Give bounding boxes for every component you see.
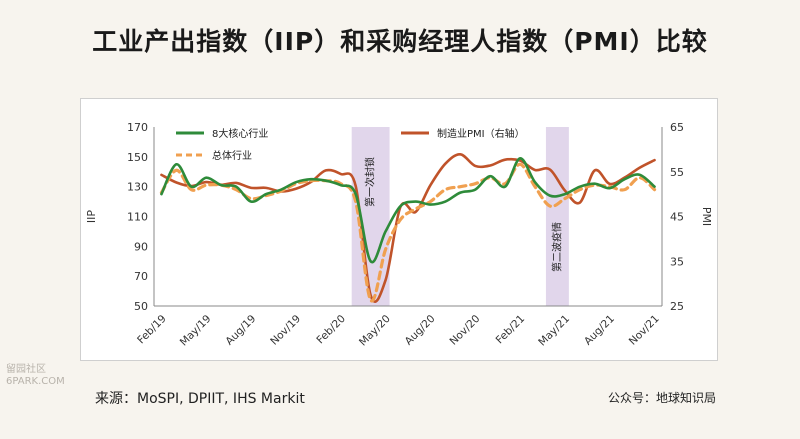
y-tick-label: 130	[127, 181, 148, 194]
y2-tick-label: 35	[670, 255, 684, 268]
series-manufacturing-pmi-line	[160, 152, 656, 303]
series-overall-industry-line	[159, 162, 657, 303]
y-tick-label: 110	[127, 211, 148, 224]
x-tick-label: Nov/19	[268, 313, 303, 348]
y2-tick-label: 65	[670, 121, 684, 134]
y-tick-label: 150	[127, 151, 148, 164]
x-tick-label: May/20	[357, 313, 393, 349]
x-tick-label: Aug/19	[223, 313, 258, 348]
series-core-industries-line	[160, 157, 656, 264]
x-tick-label: Nov/20	[448, 313, 483, 348]
y2-axis-title: PMI	[700, 207, 713, 226]
y2-tick-label: 55	[670, 166, 684, 179]
watermark: 留园社区 6PARK.COM	[6, 364, 65, 388]
x-tick-label: Feb/19	[135, 313, 169, 347]
y2-tick-label: 25	[670, 300, 684, 313]
y-tick-label: 50	[134, 300, 148, 313]
y-tick-label: 170	[127, 121, 148, 134]
source-note: 来源：MoSPI, DPIIT, IHS Markit	[95, 391, 305, 407]
x-tick-label: May/21	[536, 313, 572, 349]
shaded-period-label: 第二波疫情	[550, 222, 563, 272]
shaded-period-2	[545, 127, 569, 306]
x-tick-label: Feb/21	[494, 313, 528, 347]
x-tick-label: May/19	[178, 313, 214, 349]
shaded-period-1	[351, 127, 390, 306]
legend-label: 总体行业	[212, 149, 252, 162]
x-tick-label: Nov/21	[627, 313, 662, 348]
y-axis-title: IIP	[85, 210, 98, 223]
x-tick-label: Aug/20	[403, 313, 438, 348]
watermark-line2: 6PARK.COM	[6, 376, 65, 387]
page-title: 工业产出指数（IIP）和采购经理人指数（PMI）比较	[92, 27, 708, 56]
x-tick-label: Aug/21	[582, 313, 617, 348]
legend-label: 制造业PMI（右轴）	[437, 127, 525, 140]
legend-label: 8大核心行业	[212, 127, 268, 140]
watermark-line1: 留园社区	[6, 364, 46, 375]
y-tick-label: 70	[134, 270, 148, 283]
y-tick-label: 90	[134, 240, 148, 253]
account-credit: 公众号：地球知识局	[607, 391, 716, 405]
shaded-period-label: 第一次封锁	[364, 157, 377, 207]
chart-panel: 第一次封锁第二波疫情 50 70 90 110 130 150 170 25 35 45 55 65 II…	[80, 98, 718, 361]
x-tick-label: Feb/20	[314, 313, 348, 347]
y2-tick-label: 45	[670, 211, 684, 224]
